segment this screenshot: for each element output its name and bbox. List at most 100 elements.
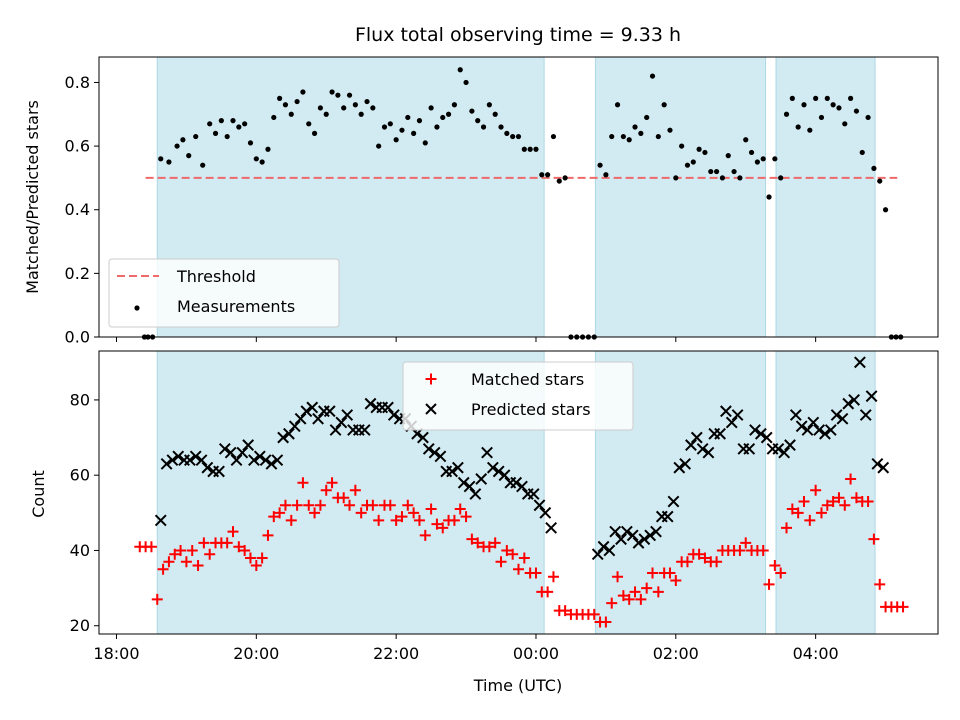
data-point: [530, 567, 542, 579]
data-point: [748, 149, 755, 156]
data-point: [151, 593, 163, 605]
data-point: [778, 175, 784, 181]
data-point: [166, 159, 172, 165]
data-point: [507, 548, 519, 560]
data-point: [620, 525, 633, 538]
data-point: [783, 111, 790, 117]
data-point: [212, 130, 219, 136]
bottom-y-tick-label: 80: [70, 390, 90, 409]
bottom-x-tick-label: 00:00: [513, 644, 559, 663]
data-point: [288, 111, 294, 117]
data-point: [815, 507, 827, 519]
data-point: [874, 578, 886, 590]
data-point: [836, 412, 849, 425]
legend-label: Threshold: [176, 267, 256, 286]
data-point: [612, 571, 624, 583]
data-point: [667, 495, 680, 508]
data-point: [632, 537, 645, 549]
data-point: [539, 506, 552, 519]
data-point: [533, 499, 546, 512]
data-point: [145, 541, 157, 553]
data-point: [824, 424, 837, 436]
bottom-panel: 20 40 60 80 18:00 20:00 22:00 00:00 02:00 04:00: [70, 350, 939, 663]
data-point: [323, 111, 329, 117]
bottom-y-tick-label: 20: [70, 616, 90, 635]
bottom-shaded-interval: [775, 350, 876, 635]
data-point: [661, 510, 674, 523]
data-point: [819, 427, 831, 440]
data-point: [597, 162, 603, 168]
data-point: [230, 454, 243, 467]
data-point: [440, 114, 446, 121]
data-point: [845, 473, 857, 485]
data-point: [448, 514, 460, 526]
data-point: [411, 130, 417, 136]
data-point: [405, 114, 411, 121]
data-point: [271, 454, 284, 467]
data-point: [792, 507, 804, 519]
data-point: [384, 499, 396, 511]
data-point: [317, 105, 324, 111]
chart-title: Flux total observing time = 9.33 h: [355, 24, 681, 46]
data-point: [224, 133, 230, 140]
data-point: [807, 127, 813, 133]
data-point: [679, 457, 692, 470]
data-point: [472, 537, 484, 549]
legend-x-swatch: [425, 403, 437, 415]
data-point: [271, 114, 277, 121]
data-point: [335, 416, 348, 429]
data-point: [172, 450, 185, 463]
data-point: [848, 394, 861, 406]
data-point: [285, 514, 297, 526]
data-point: [454, 503, 466, 515]
data-point: [277, 95, 283, 101]
data-point: [175, 544, 187, 556]
data-point: [250, 560, 262, 572]
data-point: [830, 102, 836, 108]
data-point: [734, 544, 746, 556]
data-point: [396, 511, 408, 523]
bottom-x-tick-label: 20:00: [233, 644, 279, 663]
data-point: [486, 102, 492, 108]
data-point: [335, 92, 341, 98]
data-point: [451, 461, 464, 474]
data-point: [268, 511, 280, 523]
data-point: [789, 409, 802, 421]
data-point: [358, 111, 364, 117]
data-point: [198, 537, 210, 549]
data-point: [603, 544, 616, 557]
data-point: [186, 153, 192, 159]
data-point: [323, 405, 336, 418]
data-point: [513, 563, 524, 575]
data-point: [720, 405, 732, 418]
data-point: [644, 529, 657, 542]
top-y-tick-label: 0.6: [65, 137, 90, 156]
data-point: [545, 521, 558, 534]
data-point: [754, 159, 760, 165]
data-point: [731, 409, 744, 421]
data-point: [294, 98, 300, 105]
data-point: [821, 499, 833, 511]
data-point: [725, 153, 731, 159]
data-point: [632, 124, 638, 130]
data-point: [737, 175, 743, 181]
data-point: [649, 73, 656, 79]
data-point: [192, 560, 204, 572]
data-point: [725, 416, 738, 429]
bottom-x-tick-label: 18:00: [93, 644, 139, 663]
data-point: [475, 118, 481, 124]
bottom-legend: Matched stars Predicted stars: [402, 361, 634, 431]
data-point: [445, 111, 452, 117]
data-point: [370, 105, 376, 111]
data-point: [242, 439, 255, 451]
data-point: [326, 477, 338, 489]
data-point: [248, 454, 260, 467]
data-point: [428, 446, 441, 459]
data-point: [784, 439, 796, 451]
data-point: [760, 156, 766, 162]
top-axes-frame: [98, 56, 939, 338]
data-point: [341, 409, 354, 421]
data-point: [320, 484, 332, 496]
data-point: [850, 492, 862, 504]
